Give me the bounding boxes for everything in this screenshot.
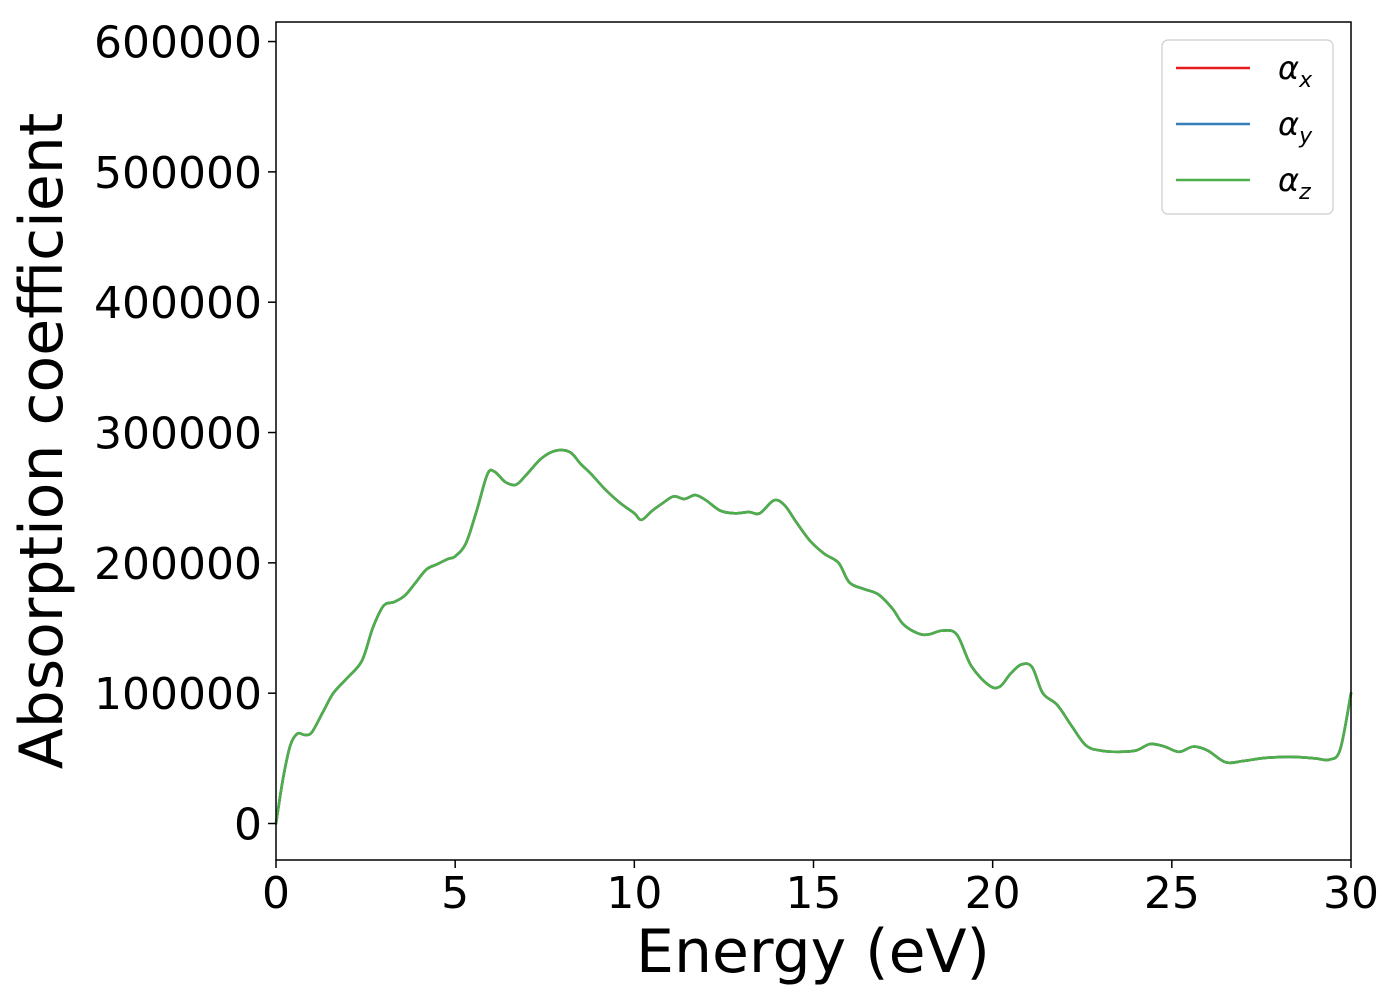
y-tick-label: 600000 [94, 18, 262, 69]
x-tick-label: 5 [441, 868, 469, 919]
y-axis-title: Absorption coefficient [7, 113, 77, 770]
series-layer [274, 448, 1353, 825]
y-tick-label: 300000 [94, 409, 262, 460]
y-tick-label: 200000 [94, 539, 262, 590]
x-tick-label: 25 [1144, 868, 1200, 919]
legend: αx αy αz [1161, 39, 1334, 215]
x-axis: 0 5 10 15 20 25 30 [262, 860, 1379, 919]
legend-box [1161, 39, 1334, 215]
x-tick-label: 0 [262, 868, 290, 919]
series-line-3 [274, 448, 1353, 825]
y-tick-label: 100000 [94, 669, 262, 720]
y-tick-label: 0 [234, 800, 262, 851]
y-tick-label: 400000 [94, 278, 262, 329]
legend-label-z: αz [1278, 161, 1311, 205]
x-tick-label: 20 [965, 868, 1021, 919]
y-tick-label: 500000 [94, 148, 262, 199]
legend-label-x: αx [1278, 49, 1313, 93]
x-tick-label: 15 [786, 868, 842, 919]
legend-label-y: αy [1278, 105, 1313, 149]
x-tick-label: 30 [1323, 868, 1379, 919]
x-axis-title: Energy (eV) [636, 917, 990, 987]
x-tick-label: 10 [606, 868, 662, 919]
y-axis: 0 100000 200000 300000 400000 500000 600000 [94, 18, 276, 851]
